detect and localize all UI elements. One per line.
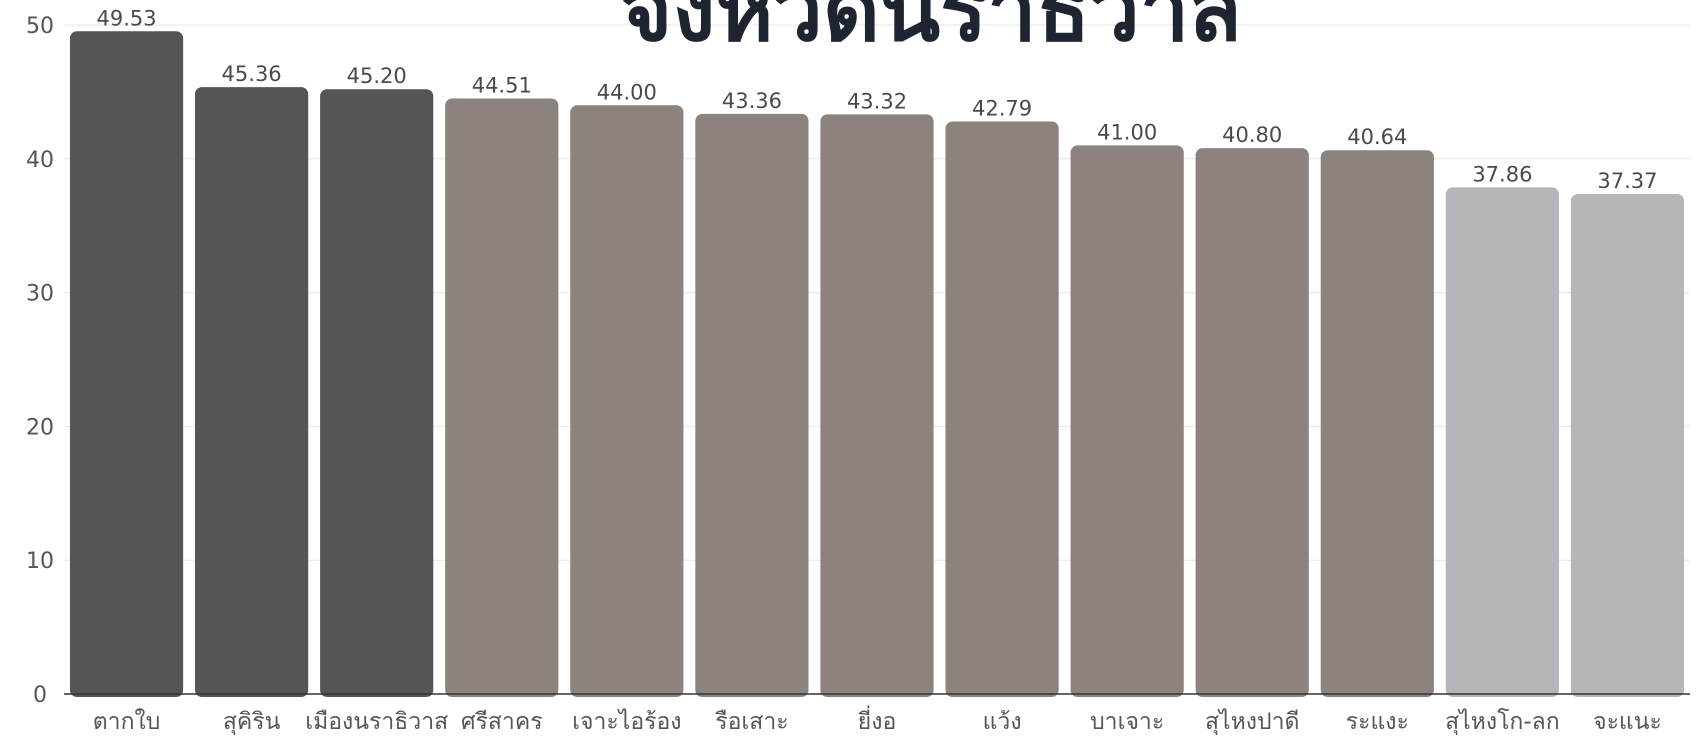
value-label: 43.32 (847, 89, 907, 113)
value-label: 49.53 (96, 6, 156, 30)
bar (320, 89, 434, 697)
x-tick-label: บาเจาะ (1090, 709, 1164, 735)
value-label: 44.51 (472, 73, 532, 97)
bar (695, 113, 809, 697)
bar (195, 87, 309, 698)
y-axis: 0 10 20 30 40 50 (26, 14, 54, 708)
value-label: 42.79 (972, 96, 1032, 120)
x-tick-label: ศรีสาคร (461, 709, 543, 735)
y-tick-label: 40 (26, 148, 54, 173)
value-label: 37.37 (1597, 169, 1657, 193)
bar (1570, 193, 1685, 698)
x-tick-label: จะแนะ (1593, 709, 1662, 735)
value-label: 43.36 (722, 89, 782, 113)
x-tick-label: แว้ง (983, 709, 1022, 735)
bar (820, 114, 934, 697)
x-tick-label: เจาะไอร้อง (572, 708, 681, 735)
value-labels: 49.53 45.36 45.20 44.51 44.00 43.36 43.32 42.79… (96, 6, 1657, 193)
value-label: 40.80 (1222, 123, 1282, 147)
bar (1320, 150, 1434, 697)
x-tick-label: สุไหงโก-ลก (1445, 708, 1560, 735)
value-label: 45.36 (222, 62, 282, 86)
bars (69, 31, 1685, 698)
bar (1195, 148, 1309, 697)
x-tick-label: ระแงะ (1346, 709, 1409, 735)
bar (69, 31, 184, 698)
bar (1070, 145, 1184, 698)
y-tick-label: 30 (26, 282, 54, 307)
x-tick-label: สุคิริน (223, 709, 281, 735)
y-tick-label: 10 (26, 549, 54, 574)
x-tick-label: สุไหงปาดี (1205, 708, 1299, 735)
value-label: 40.64 (1347, 125, 1407, 149)
bar (445, 98, 559, 698)
bar (570, 105, 684, 697)
value-label: 45.20 (347, 64, 407, 88)
x-tick-label: รือเสาะ (715, 709, 789, 735)
value-label: 37.86 (1472, 162, 1532, 186)
value-label: 41.00 (1097, 120, 1157, 144)
y-tick-label: 20 (26, 415, 54, 440)
x-tick-label: เมืองนราธิวาส (305, 709, 448, 735)
x-tick-label: ยี่งอ (858, 705, 897, 735)
chart-title: จังหวัดนราธิวาส (621, 0, 1243, 61)
bar (945, 121, 1059, 698)
x-axis: ตากใบ สุคิริน เมืองนราธิวาส ศรีสาคร เจาะไอร้… (93, 705, 1662, 735)
value-label: 44.00 (597, 80, 657, 104)
y-tick-label: 0 (33, 683, 47, 708)
x-tick-label: ตากใบ (93, 708, 161, 735)
bar (1445, 187, 1559, 697)
y-tick-label: 50 (26, 14, 54, 39)
